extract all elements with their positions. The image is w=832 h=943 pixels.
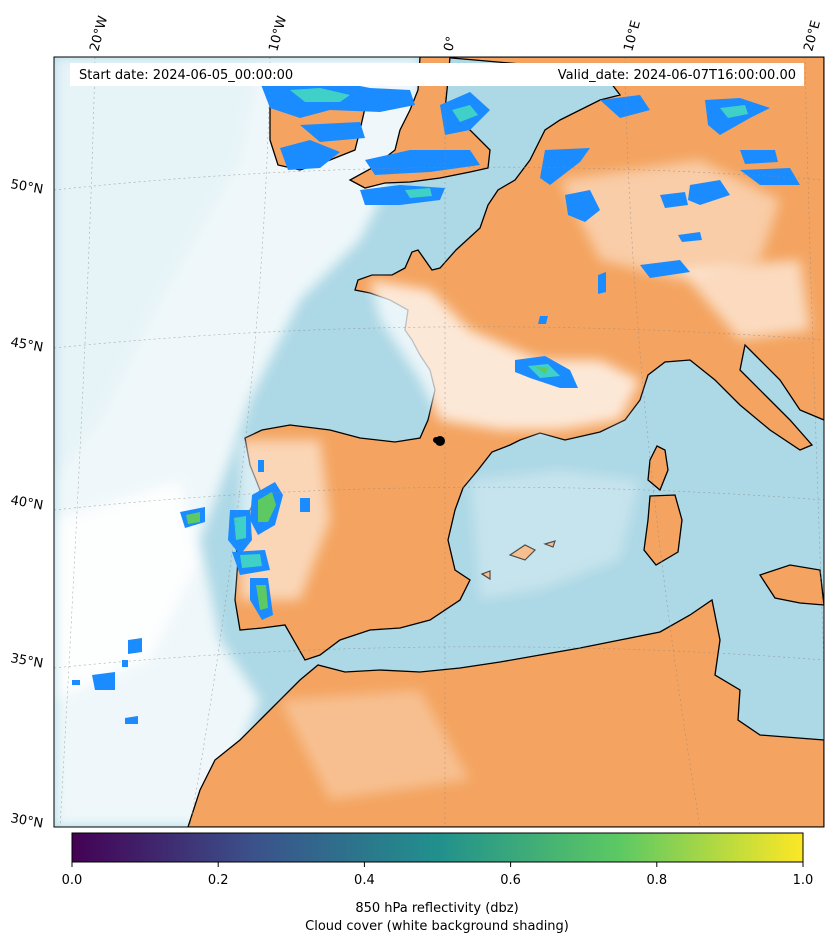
parallel-35n [54, 646, 824, 669]
colorbar-tick-label: 1.0 [793, 873, 814, 888]
land-corsica [647, 445, 669, 492]
colorbar-ticks [71, 862, 804, 867]
reflectivity-cell [452, 105, 478, 122]
reflectivity-cell [535, 366, 548, 374]
colorbar [71, 832, 804, 863]
map-frame [53, 56, 825, 828]
location-marker [433, 436, 445, 446]
colorbar-tick-label: 0.2 [208, 873, 229, 888]
meridian-20w [59, 57, 96, 827]
reflectivity-cell [538, 316, 548, 324]
lat-label-50n: 50°N [9, 177, 44, 197]
parallel-50n [54, 166, 824, 191]
reflectivity-cell [280, 140, 340, 170]
lat-label-35n: 35°N [9, 651, 44, 671]
reflectivity-cell [598, 272, 606, 294]
reflectivity-cell [92, 672, 115, 690]
reflectivity-cell [678, 232, 702, 242]
reflectivity-cell [300, 498, 310, 512]
map-area [54, 57, 824, 827]
colorbar-tick-label: 0.6 [500, 873, 521, 888]
lat-label-45n: 45°N [9, 335, 44, 355]
reflectivity-cell [365, 150, 480, 175]
header-box [70, 63, 804, 86]
reflectivity-cell [565, 190, 600, 222]
reflectivity-cell [258, 492, 276, 522]
sea-cloud-shading [470, 470, 640, 600]
reflectivity-cell [240, 554, 262, 568]
graticule [54, 57, 824, 827]
reflectivity-cell [720, 105, 748, 118]
lon-label-10w: 10°W [266, 14, 290, 53]
reflectivity-cell [122, 660, 128, 667]
colorbar-tick-label: 0.4 [354, 873, 375, 888]
reflectivity-cell [405, 188, 432, 198]
reflectivity-cell [688, 180, 730, 205]
parallel-40n [54, 486, 824, 511]
reflectivity-cell [600, 95, 650, 118]
colorbar-tick-label: 0.0 [62, 873, 83, 888]
reflectivity-cell [300, 122, 365, 142]
land-sicily [758, 564, 824, 606]
lon-label-10e: 10°E [621, 19, 644, 53]
reflectivity-cell [540, 148, 590, 185]
reflectivity-cells [72, 78, 800, 724]
parallel-45n [54, 326, 824, 349]
reflectivity-cell [186, 512, 200, 524]
reflectivity-cell [290, 88, 350, 102]
colorbar-label-line1: 850 hPa reflectivity (dbz) [355, 901, 518, 916]
reflectivity-cell [72, 680, 80, 685]
reflectivity-cell [125, 716, 138, 724]
colorbar-tick-label: 0.8 [646, 873, 667, 888]
colorbar-label-line2: Cloud cover (white background shading) [305, 919, 569, 934]
start-date-text: Start date: 2024-06-05_00:00:00 [79, 68, 293, 83]
meridian-20e [804, 57, 824, 675]
reflectivity-cell [640, 260, 690, 278]
lat-label-30n: 30°N [9, 811, 44, 831]
valid-date-text: Valid_date: 2024-06-07T16:00:00.00 [558, 68, 796, 83]
reflectivity-cell [234, 516, 246, 540]
land-sardinia [643, 494, 683, 566]
lat-label-40n: 40°N [9, 493, 44, 513]
reflectivity-cell [740, 150, 778, 164]
reflectivity-cell [740, 168, 800, 185]
lon-label-20e: 20°E [801, 19, 824, 53]
reflectivity-cell [256, 585, 268, 610]
lon-label-0: 0° [441, 35, 459, 53]
reflectivity-cell [705, 98, 770, 135]
reflectivity-cell [128, 638, 142, 654]
reflectivity-cell [258, 460, 264, 472]
lon-label-20w: 20°W [87, 14, 111, 53]
reflectivity-cell [660, 192, 688, 208]
cloud-shading [54, 57, 420, 827]
